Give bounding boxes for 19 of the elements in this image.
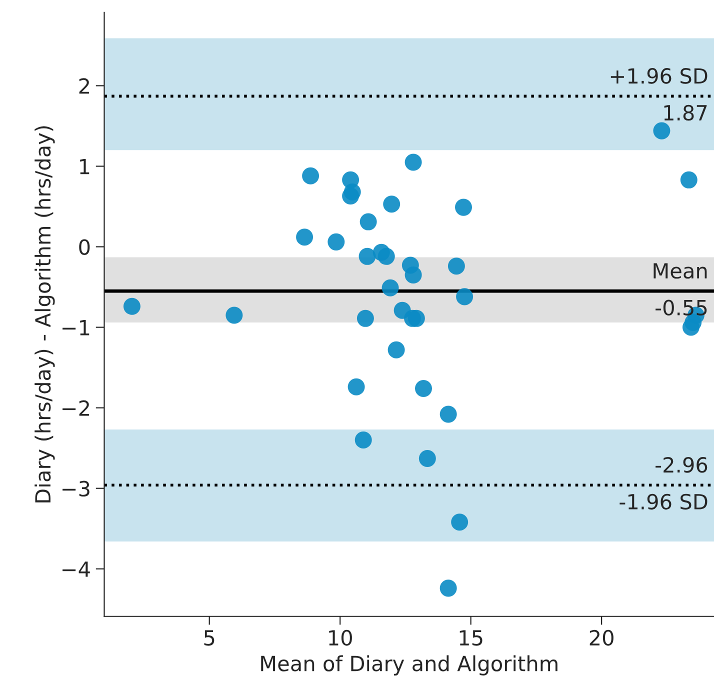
y-tick-label: −2 bbox=[62, 400, 89, 416]
ref-line-label: +1.96 SD bbox=[610, 68, 708, 84]
x-tick-label: 20 bbox=[590, 630, 614, 646]
x-tick-label: 5 bbox=[204, 630, 214, 646]
x-tick-label: 15 bbox=[460, 630, 482, 646]
y-tick-label: 2 bbox=[79, 78, 89, 94]
y-axis-title: Diary (hrs/day) - Algorithm (hrs/day) bbox=[34, 126, 55, 502]
y-tick-label: −3 bbox=[62, 480, 90, 497]
y-tick-label: −1 bbox=[62, 320, 90, 336]
y-tick-label: 1 bbox=[80, 158, 90, 174]
annotation: 1.87 bbox=[664, 104, 707, 121]
y-tick-label: 0 bbox=[79, 239, 90, 255]
y-tick-label: −4 bbox=[62, 562, 90, 577]
x-axis-title: Mean of Diary and Algorithm bbox=[261, 655, 558, 676]
ref-line-label: -1.96 SD bbox=[620, 494, 708, 510]
annotation: -2.96 bbox=[656, 456, 708, 473]
ref-line-label: Mean bbox=[654, 263, 707, 279]
x-tick-label: 10 bbox=[329, 630, 352, 646]
annotation: -0.55 bbox=[656, 300, 707, 316]
